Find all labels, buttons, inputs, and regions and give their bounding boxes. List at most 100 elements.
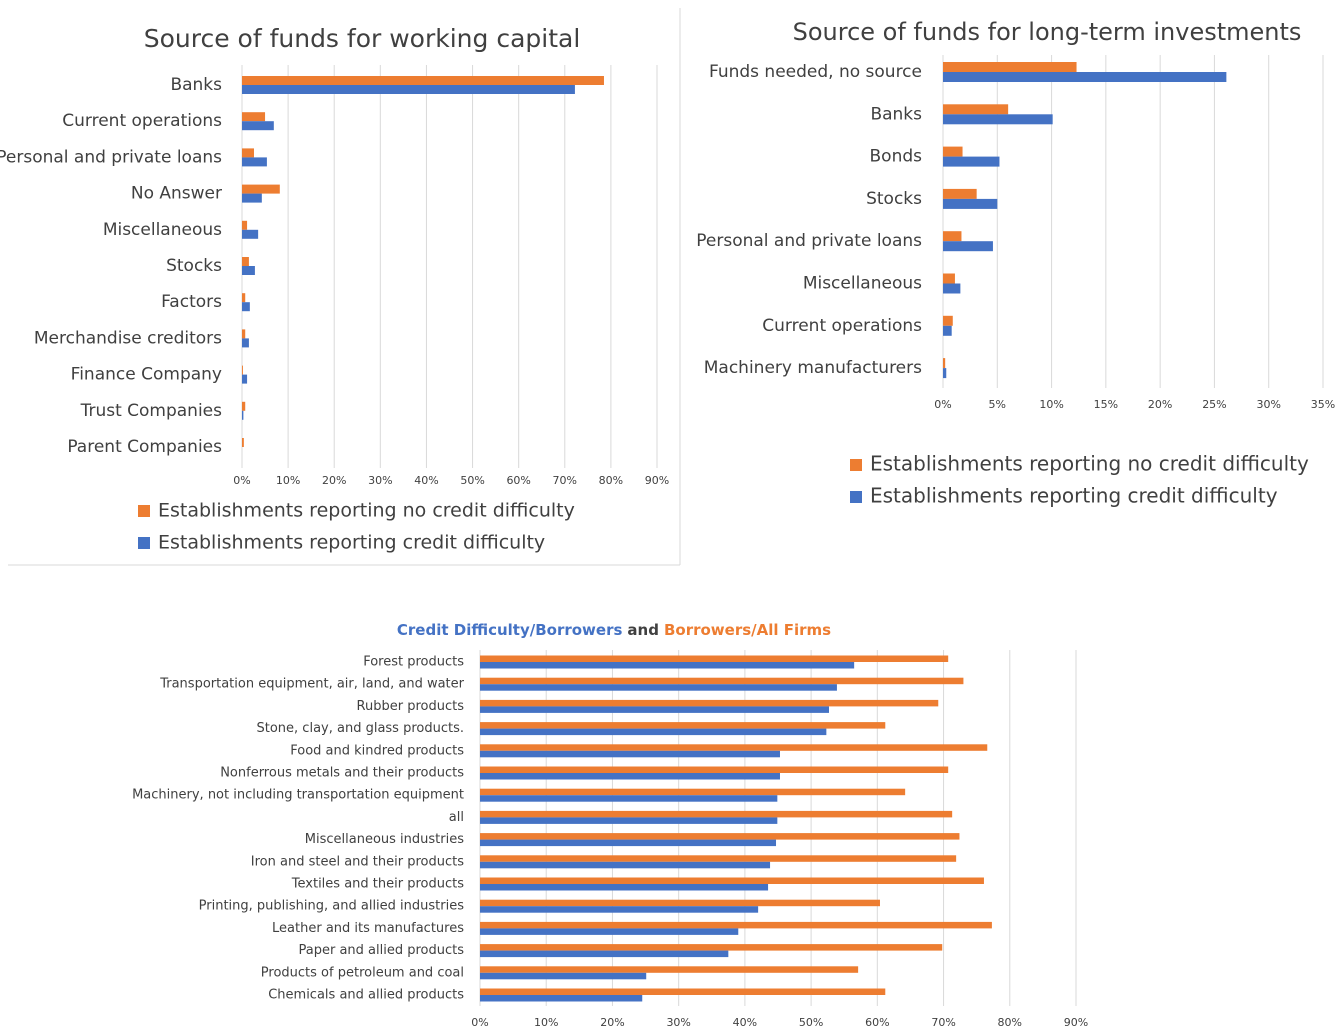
bar <box>480 950 729 958</box>
y-tick-label: Trust Companies <box>80 401 223 421</box>
y-tick-label: Transportation equipment, air, land, and… <box>159 677 464 692</box>
title-part: Credit Difficulty/Borrowers <box>397 621 623 639</box>
x-tick-label: 5% <box>989 398 1006 411</box>
bar <box>480 677 964 685</box>
bar <box>480 966 859 973</box>
bar <box>480 744 988 751</box>
bar <box>242 85 575 94</box>
bar <box>943 325 952 336</box>
y-tick-label: Miscellaneous industries <box>305 832 464 847</box>
bar <box>242 401 246 411</box>
bar <box>242 338 249 348</box>
bar <box>242 365 243 375</box>
bar <box>242 220 248 230</box>
x-tick-label: 30% <box>666 1016 690 1029</box>
x-tick-label: 50% <box>799 1016 823 1029</box>
bar <box>480 944 943 951</box>
y-tick-label: Printing, publishing, and allied industr… <box>199 899 465 914</box>
bar <box>480 766 949 773</box>
bar <box>242 410 244 420</box>
bar <box>480 906 759 913</box>
bar <box>242 302 250 312</box>
bar <box>242 157 267 167</box>
y-tick-label: Current operations <box>762 316 922 336</box>
y-tick-label: Current operations <box>62 111 222 131</box>
y-tick-label: Forest products <box>363 655 464 670</box>
y-tick-label: Personal and private loans <box>696 231 922 251</box>
x-tick-label: 0% <box>233 474 250 487</box>
y-tick-label: Machinery manufacturers <box>704 358 922 378</box>
bar <box>480 921 992 929</box>
bar <box>943 62 1077 72</box>
y-tick-label: Rubber products <box>357 699 465 714</box>
bar <box>242 193 262 203</box>
x-tick-label: 40% <box>733 1016 757 1029</box>
bar <box>480 655 949 662</box>
x-tick-label: 0% <box>471 1016 488 1029</box>
x-tick-label: 10% <box>1039 398 1063 411</box>
x-tick-label: 60% <box>865 1016 889 1029</box>
x-tick-label: 30% <box>368 474 392 487</box>
y-tick-label: Bonds <box>870 147 923 167</box>
x-tick-label: 40% <box>414 474 438 487</box>
legend-swatch <box>138 537 150 549</box>
y-tick-label: Stone, clay, and glass products. <box>257 721 465 736</box>
bar <box>480 839 777 847</box>
bar <box>480 833 960 840</box>
bar <box>480 877 984 884</box>
bar <box>480 928 739 935</box>
chart-title: Source of funds for working capital <box>144 24 581 53</box>
bar <box>242 374 248 384</box>
bar <box>480 884 769 891</box>
bar <box>480 817 778 824</box>
bar <box>943 156 1000 167</box>
chart-title: Source of funds for long-term investment… <box>793 18 1302 46</box>
x-tick-label: 30% <box>1256 398 1280 411</box>
x-tick-label: 35% <box>1311 398 1335 411</box>
x-tick-label: 20% <box>600 1016 624 1029</box>
bar <box>480 773 780 780</box>
legend-swatch <box>850 459 862 471</box>
x-tick-label: 90% <box>1064 1016 1088 1029</box>
bar <box>242 112 266 122</box>
bar <box>242 184 280 194</box>
y-tick-label: Banks <box>170 75 222 95</box>
bar <box>480 810 953 818</box>
bar <box>242 329 246 339</box>
y-tick-label: Parent Companies <box>67 437 222 457</box>
y-tick-label: Stocks <box>866 189 922 209</box>
bar <box>242 121 274 131</box>
legend-label: Establishments reporting no credit diffi… <box>870 452 1309 476</box>
legend-swatch <box>138 505 150 517</box>
legend-label: Establishments reporting credit difficul… <box>870 484 1278 508</box>
x-tick-label: 10% <box>534 1016 558 1029</box>
bar <box>480 899 880 907</box>
bar <box>242 266 255 275</box>
bar <box>242 438 244 447</box>
bar <box>242 148 254 158</box>
bar <box>480 861 771 869</box>
legend-label: Establishments reporting no credit diffi… <box>158 500 575 522</box>
y-tick-label: all <box>449 810 464 825</box>
bar <box>242 76 604 85</box>
bar <box>943 231 962 242</box>
x-tick-label: 60% <box>506 474 530 487</box>
bar <box>480 995 643 1002</box>
bar <box>943 188 977 199</box>
y-tick-label: Leather and its manufactures <box>272 921 464 936</box>
y-tick-label: Paper and allied products <box>299 943 465 958</box>
bar <box>480 684 837 691</box>
chart-title: Credit Difficulty/Borrowers and Borrowers/… <box>397 621 831 639</box>
bar <box>943 198 998 209</box>
y-tick-label: Miscellaneous <box>803 274 922 294</box>
x-tick-label: 20% <box>322 474 346 487</box>
y-tick-label: Factors <box>161 292 222 312</box>
y-tick-label: Products of petroleum and coal <box>261 965 464 980</box>
bar <box>480 788 906 796</box>
bar <box>943 241 993 252</box>
bar <box>242 293 246 303</box>
bar <box>943 283 961 294</box>
bar <box>943 315 953 326</box>
y-tick-label: Personal and private loans <box>0 147 222 167</box>
